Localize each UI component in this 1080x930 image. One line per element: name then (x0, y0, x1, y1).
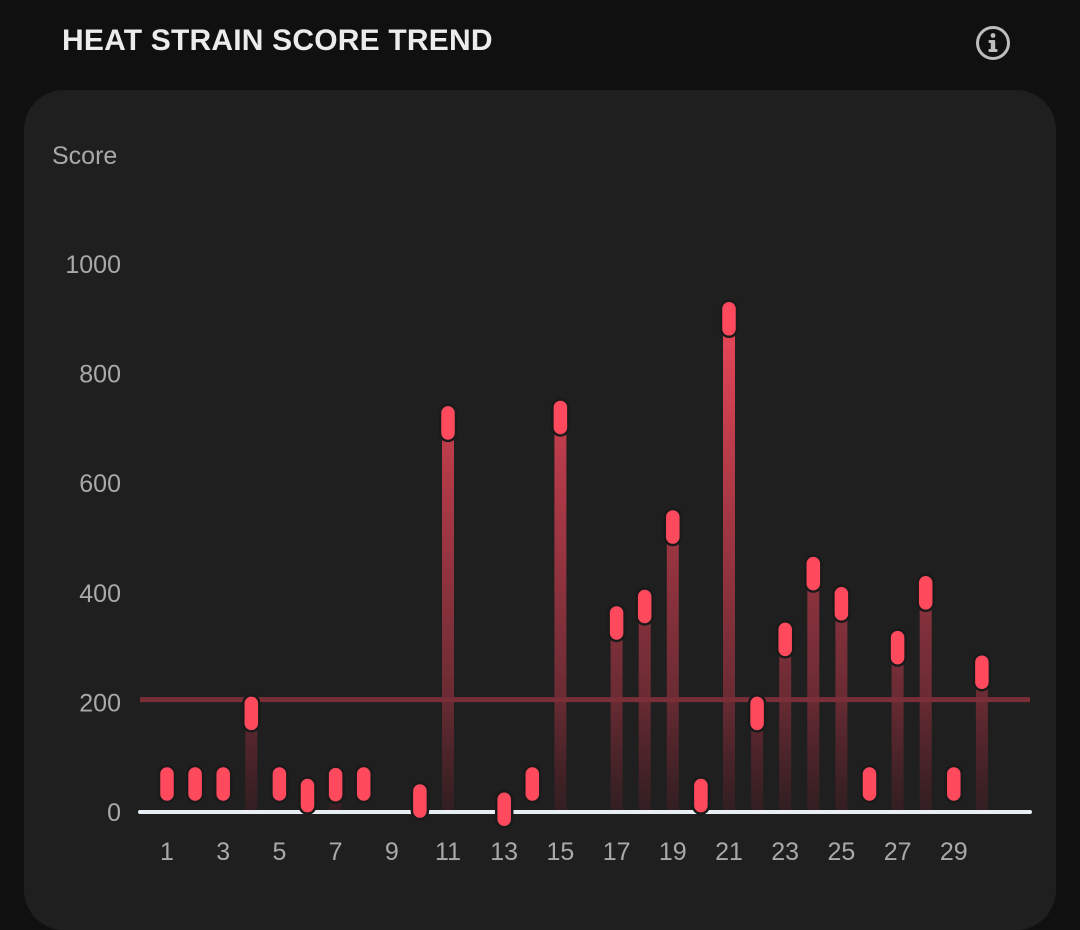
data-point-21[interactable] (719, 299, 739, 339)
data-point-6[interactable] (298, 776, 317, 815)
data-point-2[interactable] (185, 764, 205, 804)
x-tick-label: 9 (385, 838, 399, 866)
data-point-8[interactable] (354, 764, 373, 804)
bar[interactable] (919, 592, 932, 812)
x-tick-label: 11 (435, 838, 461, 866)
bar[interactable] (807, 573, 820, 812)
data-point-26[interactable] (860, 764, 879, 804)
y-tick-label: 1000 (65, 251, 121, 279)
x-tick-label: 17 (603, 838, 631, 866)
bar[interactable] (891, 647, 904, 812)
data-point-3[interactable] (213, 764, 233, 804)
x-tick-label: 27 (884, 838, 912, 866)
x-tick-label: 21 (715, 838, 743, 866)
info-icon[interactable] (975, 25, 1011, 61)
data-point-29[interactable] (944, 764, 964, 804)
y-tick-label: 200 (79, 689, 121, 717)
data-point-1[interactable] (157, 764, 177, 804)
x-tick-label: 7 (329, 838, 343, 866)
chart-card: Score 0 200 400 600 800 1000 1 3 5 7 9 11 13 15 17 19 21 2… (24, 90, 1056, 930)
page-title: HEAT STRAIN SCORE TREND (62, 24, 493, 57)
data-point-27[interactable] (888, 628, 907, 667)
x-tick-label: 29 (940, 838, 968, 866)
bar[interactable] (638, 606, 651, 813)
data-point-25[interactable] (832, 584, 851, 624)
x-tick-label: 19 (659, 838, 687, 866)
y-tick-label: 600 (79, 470, 121, 498)
x-tick-label: 13 (490, 838, 518, 866)
bar[interactable] (442, 422, 454, 812)
bar[interactable] (835, 603, 848, 812)
bar[interactable] (779, 639, 792, 812)
bar[interactable] (975, 672, 988, 812)
x-tick-label: 5 (272, 838, 286, 866)
data-point-13[interactable] (494, 790, 514, 829)
bar[interactable] (723, 318, 735, 812)
y-tick-label: 400 (79, 580, 121, 608)
x-tick-label: 15 (546, 838, 574, 866)
data-point-14[interactable] (523, 764, 542, 804)
data-point-4[interactable] (242, 694, 261, 733)
x-tick-label: 25 (827, 838, 855, 866)
data-point-23[interactable] (775, 620, 795, 659)
header: HEAT STRAIN SCORE TREND (0, 0, 1080, 90)
data-point-18[interactable] (635, 587, 654, 626)
data-point-28[interactable] (916, 573, 935, 613)
bar[interactable] (751, 713, 764, 812)
y-tick-label: 800 (79, 361, 121, 389)
data-point-10[interactable] (410, 781, 430, 821)
data-point-11[interactable] (438, 403, 458, 443)
data-point-24[interactable] (804, 554, 823, 593)
y-axis-label: Score (52, 142, 117, 170)
bar[interactable] (245, 713, 258, 812)
bar[interactable] (666, 527, 679, 812)
data-point-22[interactable] (747, 694, 767, 733)
data-point-30[interactable] (972, 653, 992, 692)
y-tick-label: 0 (107, 799, 121, 827)
data-point-19[interactable] (663, 507, 683, 547)
data-point-15[interactable] (551, 398, 570, 437)
x-tick-label: 3 (216, 838, 230, 866)
bar[interactable] (554, 417, 567, 812)
x-tick-label: 23 (771, 838, 799, 866)
x-tick-label: 1 (160, 838, 174, 866)
data-point-20[interactable] (691, 776, 711, 815)
data-point-5[interactable] (270, 764, 289, 804)
bar[interactable] (610, 622, 623, 812)
data-point-7[interactable] (326, 765, 345, 804)
data-point-17[interactable] (607, 603, 626, 643)
